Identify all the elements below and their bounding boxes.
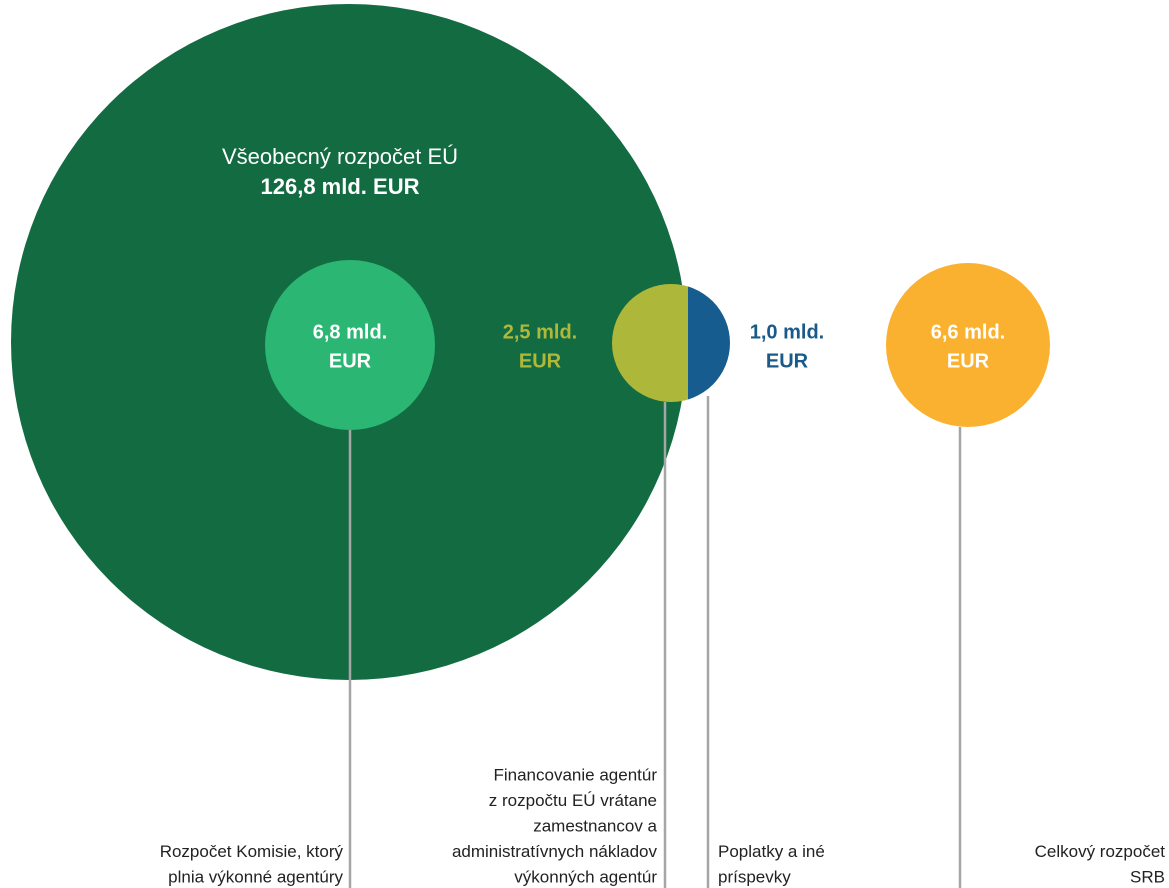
caption-line: príspevky: [718, 867, 791, 886]
fees-circle: [688, 286, 730, 400]
amount: EUR: [519, 350, 562, 372]
srb-circle: [886, 263, 1050, 427]
amount: 6,6 mld.: [931, 321, 1005, 343]
amount: 2,5 mld.: [503, 321, 577, 343]
caption-line: Celkový rozpočet: [1035, 842, 1166, 861]
caption-line: z rozpočtu EÚ vrátane: [489, 791, 657, 810]
caption-line: zamestnancov a: [533, 816, 657, 835]
amount: EUR: [329, 350, 372, 372]
general-budget-label: Všeobecný rozpočet EÚ: [222, 144, 458, 169]
caption-line: Financovanie agentúr: [493, 765, 657, 784]
caption-line: SRB: [1130, 867, 1165, 886]
caption-line: Poplatky a iné: [718, 842, 825, 861]
commission-circle: [265, 260, 435, 430]
amount: EUR: [947, 350, 990, 372]
amount: 6,8 mld.: [313, 321, 387, 343]
caption-line: administratívnych nákladov: [452, 842, 658, 861]
general-budget-amount: 126,8 mld. EUR: [261, 174, 420, 199]
amount: EUR: [766, 350, 809, 372]
amount: 1,0 mld.: [750, 321, 824, 343]
caption-line: plnia výkonné agentúry: [168, 867, 343, 886]
caption-line: Rozpočet Komisie, ktorý: [160, 842, 344, 861]
agency-funding-circle: [612, 284, 688, 402]
caption-line: výkonných agentúr: [514, 867, 657, 886]
